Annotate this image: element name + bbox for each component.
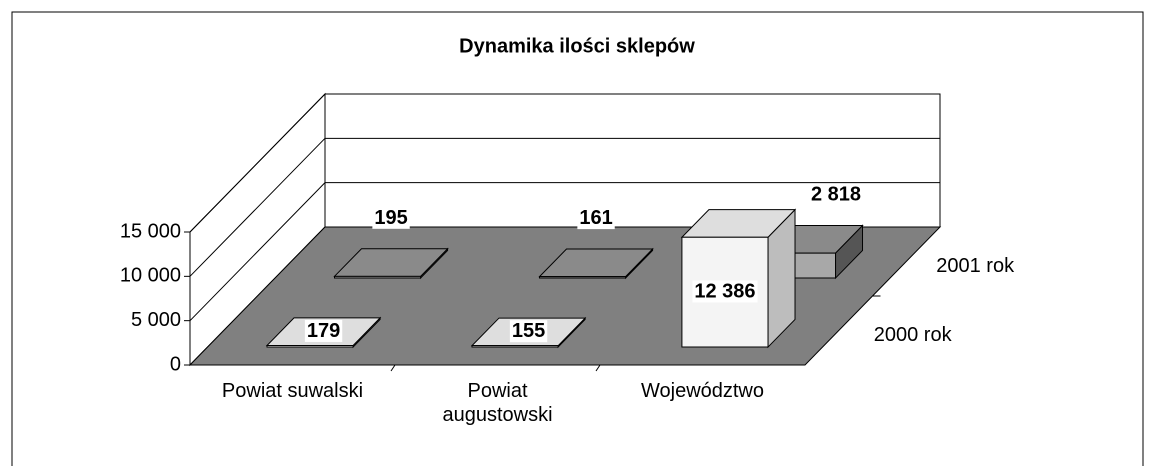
data-label-bg (372, 206, 410, 229)
bar-front (471, 345, 559, 348)
bar (538, 247, 654, 280)
x-tick (595, 364, 601, 372)
data-label: 155 (512, 320, 545, 342)
back-wall (324, 93, 941, 228)
x-tick-label: Powiat augustowski (442, 380, 552, 426)
grid-line (189, 137, 940, 277)
data-label-bg (577, 207, 615, 230)
data-label: 12 386 (694, 280, 755, 302)
data-label-group: 2 818 (808, 183, 864, 206)
data-label-bg (692, 280, 758, 303)
data-label: 2 818 (811, 184, 861, 206)
grid-line (189, 93, 940, 233)
data-label-group: 161 (577, 207, 615, 230)
data-label: 195 (374, 207, 407, 229)
data-label: 161 (579, 207, 612, 229)
data-label-group: 179 (304, 319, 343, 342)
x-tick-label: Województwo (641, 380, 764, 402)
x-tick-label-line: Województwo (641, 380, 764, 402)
bar-front (266, 344, 354, 348)
y-tick-label: 0 (170, 353, 181, 375)
grid-line (189, 182, 940, 322)
x-tick-label-line: augustowski (442, 404, 552, 426)
data-label-group: 155 (509, 320, 548, 343)
bar-front (334, 275, 422, 279)
data-label-group: 195 (372, 206, 410, 229)
legend-label: 2001 rok (936, 255, 1015, 277)
chart-title: Dynamika ilości sklepów (459, 35, 695, 57)
data-label: 179 (307, 320, 340, 342)
bar (333, 247, 449, 280)
data-label-bg (808, 183, 864, 206)
data-label-bg (304, 319, 343, 342)
x-tick-label: Powiat suwalski (222, 380, 363, 402)
x-tick (390, 364, 396, 372)
data-label-group: 12 386 (692, 280, 758, 303)
y-tick-label: 5 000 (131, 309, 181, 331)
y-tick-label: 10 000 (120, 265, 181, 287)
y-tick-label: 15 000 (120, 220, 181, 242)
x-tick-label-line: Powiat (467, 380, 527, 402)
bar-front (539, 276, 627, 279)
legend-label: 2000 rok (874, 324, 953, 346)
bar (680, 208, 797, 349)
x-tick-label-line: Powiat suwalski (222, 380, 363, 402)
data-label-bg (509, 320, 548, 343)
